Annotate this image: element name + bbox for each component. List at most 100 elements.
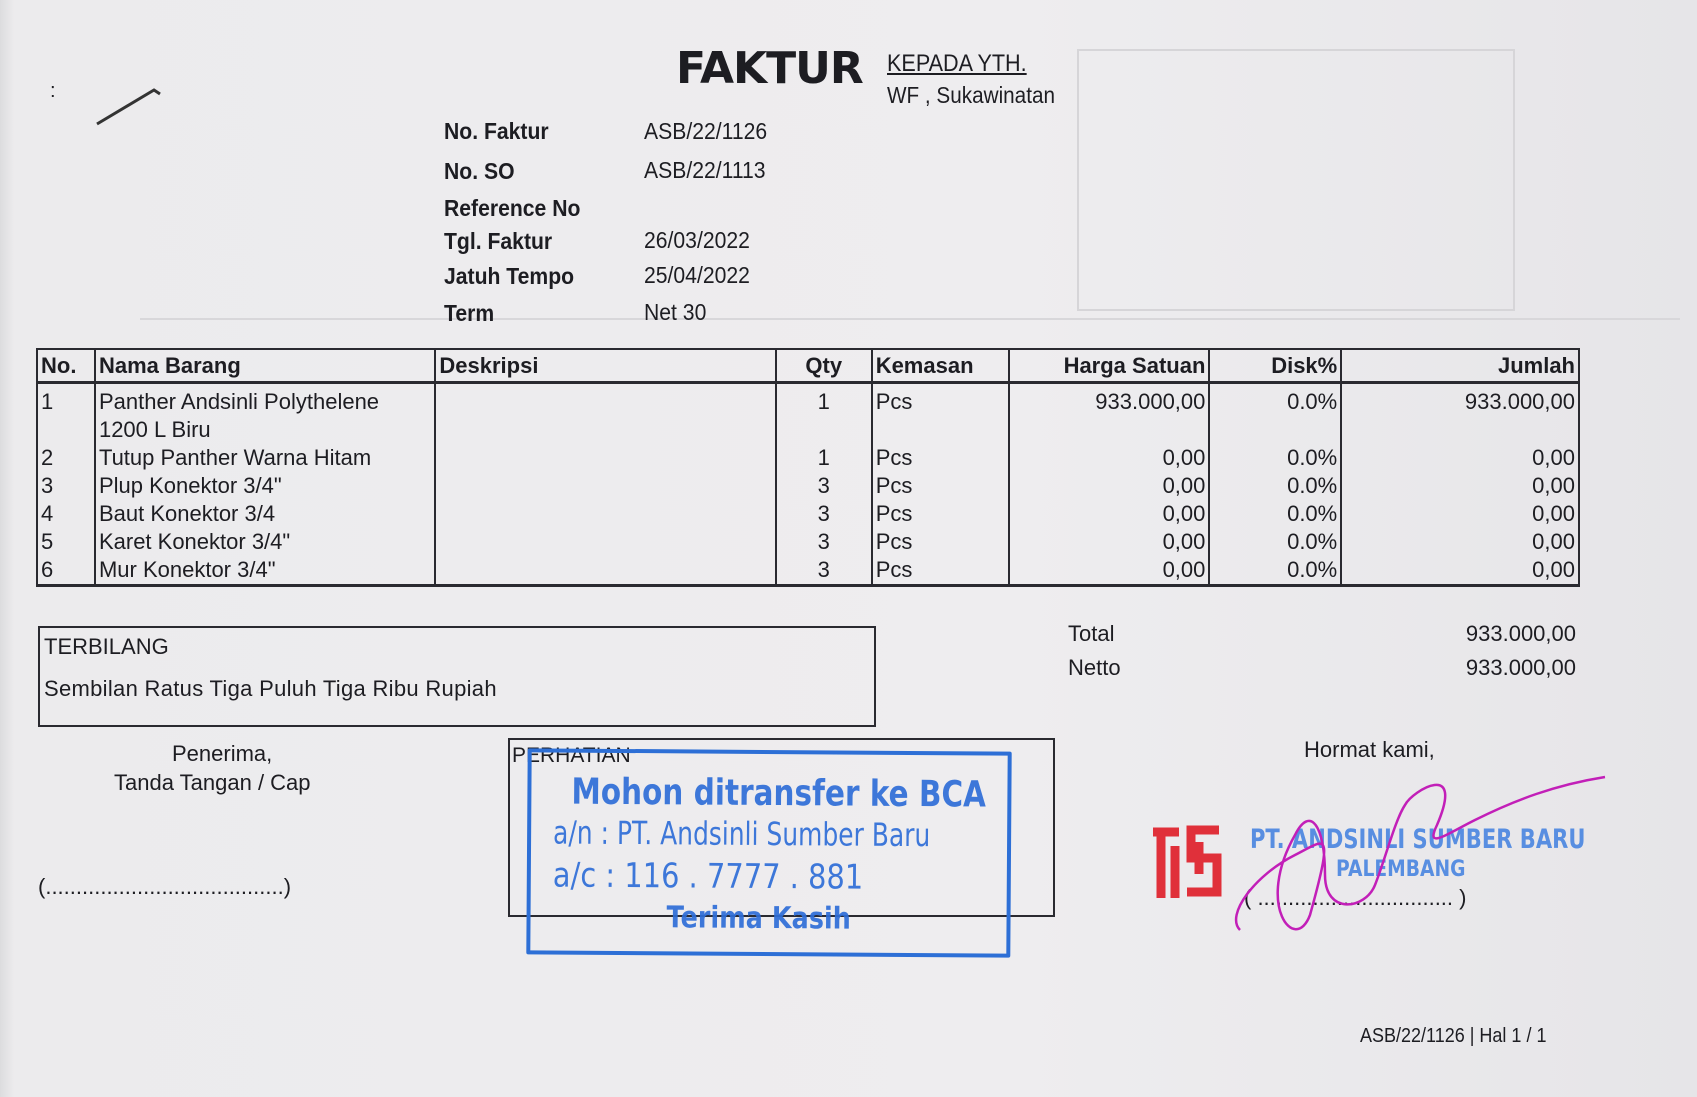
cell-qty-text: 3 bbox=[817, 557, 830, 582]
company-city: PALEMBANG bbox=[1336, 857, 1466, 882]
cell-qty: 3 bbox=[774, 472, 873, 500]
cell-unit: Pcs bbox=[870, 382, 1010, 444]
cell-total-text: 0,00 bbox=[1532, 445, 1575, 470]
field-label: No. SO bbox=[444, 158, 515, 184]
terbilang-value: Sembilan Ratus Tiga Puluh Tiga Ribu Rupi… bbox=[44, 676, 497, 701]
header-name: Nama Barang bbox=[93, 348, 437, 384]
cell-disc: 0.0% bbox=[1208, 444, 1343, 472]
cell-disc: 0.0% bbox=[1208, 528, 1343, 556]
netto-label: Netto bbox=[1068, 655, 1121, 680]
cell-name: Karet Konektor 3/4" bbox=[93, 528, 437, 556]
cell-price-text: 0,00 bbox=[1162, 473, 1206, 498]
header-qty: Qty bbox=[774, 348, 873, 384]
cell-name-line2: 1200 L Biru bbox=[98, 417, 211, 442]
signature bbox=[1234, 775, 1606, 931]
field-value: ASB/22/1126 bbox=[644, 118, 768, 144]
cell-qty: 1 bbox=[774, 382, 873, 444]
cell-total: 0,00 bbox=[1340, 556, 1580, 587]
stamp-line: a/c : 116 . 7777 . 881 bbox=[552, 855, 864, 898]
cell-desc bbox=[434, 382, 777, 444]
cell-price: 0,00 bbox=[1007, 444, 1211, 472]
table-row: 2 Tutup Panther Warna Hitam 1 Pcs 0,00 0.0% 0,… bbox=[36, 444, 1580, 472]
cell-total-text: 0,00 bbox=[1532, 501, 1575, 526]
cell-name: Plup Konektor 3/4" bbox=[93, 472, 437, 500]
sender-greeting: Hormat kami, bbox=[1304, 737, 1435, 762]
cell-desc bbox=[434, 500, 777, 528]
cell-name-text: Karet Konektor 3/4" bbox=[98, 529, 291, 554]
cell-desc bbox=[434, 444, 777, 472]
cell-qty-text: 1 bbox=[817, 445, 830, 470]
cell-total: 0,00 bbox=[1340, 528, 1580, 556]
cell-unit: Pcs bbox=[870, 444, 1010, 472]
cell-unit: Pcs bbox=[870, 556, 1010, 587]
cell-total-text: 933.000,00 bbox=[1464, 389, 1575, 414]
page-reference: ASB/22/1126 | Hal 1 / 1 bbox=[1360, 1025, 1547, 1047]
header-total: Jumlah bbox=[1340, 348, 1580, 384]
cell-no-text: 5 bbox=[41, 529, 54, 554]
cell-no: 6 bbox=[36, 556, 96, 587]
cell-disc-text: 0.0% bbox=[1287, 389, 1338, 414]
terbilang-label: TERBILANG bbox=[44, 634, 169, 659]
cell-name: Mur Konektor 3/4" bbox=[93, 556, 437, 587]
cell-unit: Pcs bbox=[870, 528, 1010, 556]
cell-no: 5 bbox=[36, 528, 96, 556]
pen-stroke-mark bbox=[96, 88, 161, 126]
cell-desc bbox=[434, 528, 777, 556]
cell-price-text: 0,00 bbox=[1162, 529, 1206, 554]
cell-qty-text: 1 bbox=[817, 389, 830, 414]
stamp-line: a/n : PT. Andsinli Sumber Baru bbox=[553, 813, 931, 855]
cell-unit-text: Pcs bbox=[875, 529, 913, 554]
cell-total: 0,00 bbox=[1340, 444, 1580, 472]
field-label: No. Faktur bbox=[444, 118, 549, 144]
table-row: 3 Plup Konektor 3/4" 3 Pcs 0,00 0.0% 0,00 bbox=[36, 472, 1580, 500]
notice-box: PERHATIAN bbox=[508, 738, 1055, 917]
table-header-row: No. Nama Barang Deskripsi Qty Kemasan Ha… bbox=[36, 348, 1580, 384]
cell-disc-text: 0.0% bbox=[1287, 557, 1338, 582]
bank-transfer-stamp: Mohon ditransfer ke BCA a/n : PT. Andsin… bbox=[526, 748, 1012, 958]
cell-price-text: 0,00 bbox=[1162, 445, 1206, 470]
cell-unit: Pcs bbox=[870, 472, 1010, 500]
cell-price: 0,00 bbox=[1007, 556, 1211, 587]
receiver-label: Penerima, bbox=[172, 741, 273, 766]
cell-price-text: 933.000,00 bbox=[1095, 389, 1206, 414]
cell-price-text: 0,00 bbox=[1162, 501, 1206, 526]
cell-no-text: 3 bbox=[41, 473, 54, 498]
cell-name-text: Panther Andsinli Polythelene bbox=[98, 389, 380, 414]
header-price: Harga Satuan bbox=[1007, 348, 1211, 384]
stamp-line: Terima Kasih bbox=[666, 900, 851, 937]
cell-name-text: Baut Konektor 3/4 bbox=[98, 501, 276, 526]
items-table: No. Nama Barang Deskripsi Qty Kemasan Ha… bbox=[36, 348, 1580, 587]
cell-desc bbox=[434, 472, 777, 500]
carbon-ghost-box bbox=[1077, 49, 1515, 311]
cell-no-text: 2 bbox=[41, 445, 54, 470]
document-title: FAKTUR bbox=[676, 43, 864, 94]
cell-price: 0,00 bbox=[1007, 472, 1211, 500]
cell-qty: 3 bbox=[774, 556, 873, 587]
cell-unit: Pcs bbox=[870, 500, 1010, 528]
header-no: No. bbox=[36, 348, 96, 384]
cell-total-text: 0,00 bbox=[1532, 557, 1575, 582]
cell-qty-text: 3 bbox=[817, 529, 830, 554]
cell-no-text: 1 bbox=[41, 389, 54, 414]
cell-disc-text: 0.0% bbox=[1287, 529, 1338, 554]
receiver-sign-caption: Tanda Tangan / Cap bbox=[114, 770, 311, 795]
table-row: 6 Mur Konektor 3/4" 3 Pcs 0,00 0.0% 0,00 bbox=[36, 556, 1580, 587]
stamp-line: Mohon ditransfer ke BCA bbox=[571, 771, 987, 816]
cell-total-text: 0,00 bbox=[1532, 473, 1575, 498]
notice-label: PERHATIAN bbox=[512, 744, 631, 767]
field-value: 26/03/2022 bbox=[644, 227, 750, 253]
cell-no-text: 4 bbox=[41, 501, 54, 526]
netto-value: 933.000,00 bbox=[1465, 655, 1576, 680]
cell-total-text: 0,00 bbox=[1532, 529, 1575, 554]
recipient-label: KEPADA YTH. bbox=[887, 50, 1027, 77]
cell-unit-text: Pcs bbox=[875, 557, 913, 582]
cell-name: Tutup Panther Warna Hitam bbox=[93, 444, 437, 472]
cell-price-text: 0,00 bbox=[1162, 557, 1206, 582]
cell-name: Panther Andsinli Polythelene 1200 L Biru bbox=[93, 382, 437, 444]
terbilang-box: TERBILANG Sembilan Ratus Tiga Puluh Tiga… bbox=[38, 626, 876, 727]
cell-disc: 0.0% bbox=[1208, 556, 1343, 587]
cell-no: 4 bbox=[36, 500, 96, 528]
total-value: 933.000,00 bbox=[1465, 621, 1576, 646]
table-row: 4 Baut Konektor 3/4 3 Pcs 0,00 0.0% 0,00 bbox=[36, 500, 1580, 528]
cell-disc: 0.0% bbox=[1208, 500, 1343, 528]
